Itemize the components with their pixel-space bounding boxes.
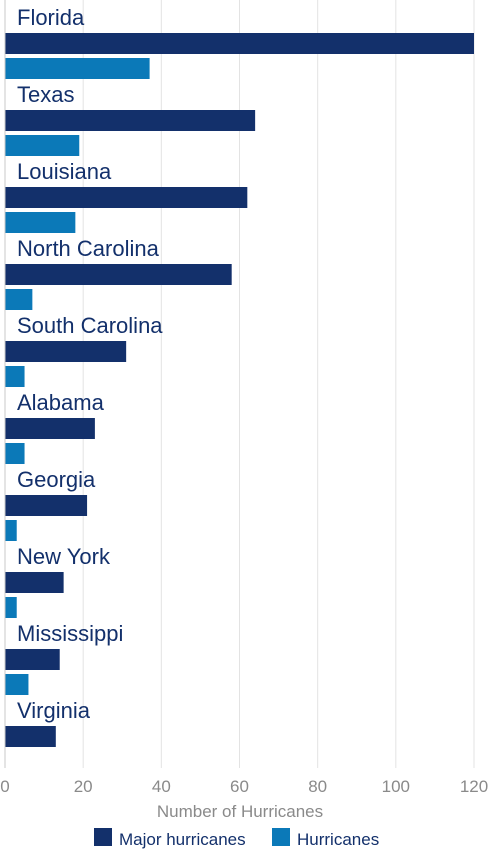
bar-florida-hurricanes: [5, 58, 150, 79]
bar-florida-major-hurricanes: [5, 33, 474, 54]
bar-south-carolina-hurricanes: [5, 366, 25, 387]
x-tick-label-120: 120: [460, 777, 488, 796]
bar-south-carolina-major-hurricanes: [5, 341, 127, 362]
bar-north-carolina-hurricanes: [5, 289, 33, 310]
legend-label-hurricanes: Hurricanes: [297, 830, 379, 849]
category-label-south-carolina: South Carolina: [17, 313, 163, 338]
legend-swatch-major-hurricanes: [94, 828, 112, 846]
x-tick-label-0: 0: [0, 777, 9, 796]
bar-texas-major-hurricanes: [5, 110, 256, 131]
x-axis-title: Number of Hurricanes: [157, 802, 323, 821]
category-label-alabama: Alabama: [17, 390, 105, 415]
legend: Major hurricanes Hurricanes: [94, 828, 379, 849]
bar-north-carolina-major-hurricanes: [5, 264, 232, 285]
x-tick-label-20: 20: [74, 777, 93, 796]
category-label-texas: Texas: [17, 82, 74, 107]
category-label-georgia: Georgia: [17, 467, 96, 492]
bar-louisiana-major-hurricanes: [5, 187, 248, 208]
category-label-new-york: New York: [17, 544, 111, 569]
category-label-north-carolina: North Carolina: [17, 236, 160, 261]
bar-mississippi-major-hurricanes: [5, 649, 60, 670]
bar-georgia-major-hurricanes: [5, 495, 88, 516]
bar-alabama-major-hurricanes: [5, 418, 95, 439]
x-tick-label-100: 100: [382, 777, 410, 796]
x-axis-ticks: 0 20 40 60 80 100 120: [0, 777, 488, 796]
bar-new-york-hurricanes: [5, 597, 17, 618]
x-tick-label-80: 80: [308, 777, 327, 796]
x-tick-label-40: 40: [152, 777, 171, 796]
bar-louisiana-hurricanes: [5, 212, 76, 233]
bar-alabama-hurricanes: [5, 443, 25, 464]
bar-new-york-major-hurricanes: [5, 572, 64, 593]
legend-label-major-hurricanes: Major hurricanes: [119, 830, 246, 849]
legend-swatch-hurricanes: [272, 828, 290, 846]
category-label-florida: Florida: [17, 5, 85, 30]
category-label-louisiana: Louisiana: [17, 159, 112, 184]
bar-mississippi-hurricanes: [5, 674, 29, 695]
category-label-mississippi: Mississippi: [17, 621, 123, 646]
x-tick-label-60: 60: [230, 777, 249, 796]
bars: [5, 33, 474, 747]
category-label-virginia: Virginia: [17, 698, 91, 723]
bar-texas-hurricanes: [5, 135, 80, 156]
category-labels: Florida Texas Louisiana North Carolina South…: [17, 5, 163, 723]
bar-georgia-hurricanes: [5, 520, 17, 541]
bar-virginia-major-hurricanes: [5, 726, 56, 747]
